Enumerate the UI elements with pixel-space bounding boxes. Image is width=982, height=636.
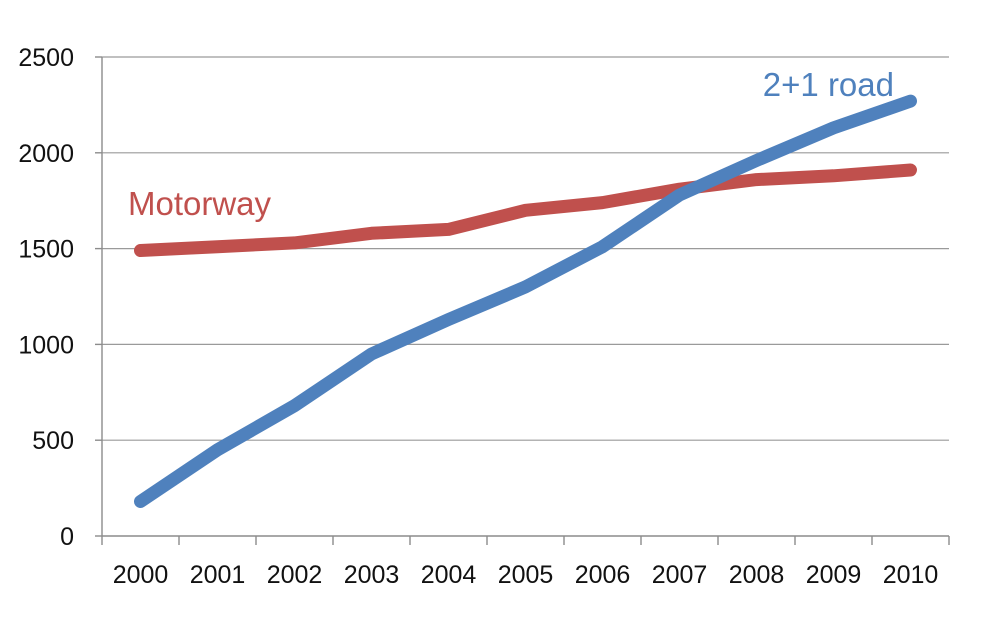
x-tick-label: 2000: [113, 561, 169, 589]
series-labels: Motorway 2+1 road: [128, 66, 894, 222]
y-tick-labels: 0 500 1000 1500 2000 2500: [18, 44, 74, 551]
y-tick-label: 0: [60, 523, 74, 551]
x-tick-label: 2002: [267, 561, 323, 589]
axes: [95, 56, 950, 545]
y-tick-label: 2500: [18, 44, 74, 72]
x-tick-label: 2004: [421, 561, 477, 589]
x-tick-labels: 2000 2001 2002 2003 2004 2005 2006 2007 2008 2009…: [113, 561, 939, 589]
y-tick-label: 1500: [18, 236, 74, 264]
x-tick-label: 2001: [190, 561, 246, 589]
series-label: 2+1 road: [763, 66, 894, 103]
series-line-2-1-road: [134, 94, 917, 508]
series-label: Motorway: [128, 185, 272, 222]
x-tick-label: 2005: [498, 561, 554, 589]
series-lines: [134, 94, 917, 508]
x-tick-label: 2007: [652, 561, 708, 589]
series-line-motorway: [134, 163, 917, 257]
x-tick-label: 2009: [806, 561, 862, 589]
x-tick-label: 2006: [575, 561, 631, 589]
y-tick-label: 500: [32, 427, 74, 455]
x-tick-label: 2003: [344, 561, 400, 589]
y-tick-label: 1000: [18, 331, 74, 359]
x-tick-label: 2008: [729, 561, 785, 589]
y-tick-label: 2000: [18, 140, 74, 168]
x-tick-label: 2010: [883, 561, 939, 589]
